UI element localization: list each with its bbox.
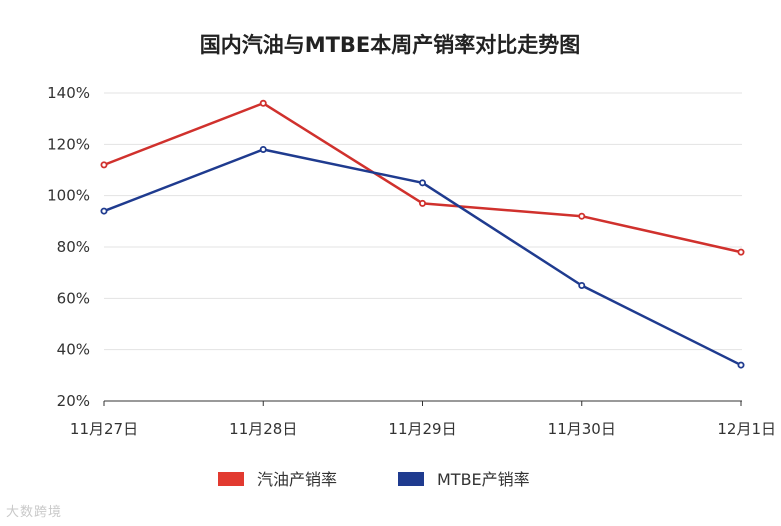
y-axis: 20% 40% 60% 80% 100% 120% 140% — [47, 84, 90, 410]
data-point[interactable] — [100, 161, 108, 169]
y-tick-label: 40% — [57, 341, 90, 359]
data-point[interactable] — [737, 361, 745, 369]
data-point[interactable] — [100, 207, 108, 215]
y-tick-label: 20% — [57, 392, 90, 410]
y-tick-label: 60% — [57, 289, 90, 307]
y-tick-label: 120% — [47, 135, 90, 153]
x-tick-label: 11月27日 — [70, 420, 138, 438]
y-tick-label: 140% — [47, 84, 90, 102]
y-tick-label: 100% — [47, 187, 90, 205]
legend: 汽油产销率 MTBE产销率 — [218, 470, 530, 489]
data-point[interactable] — [578, 281, 586, 289]
chart-title: 国内汽油与MTBE本周产销率对比走势图 — [200, 33, 581, 57]
data-point[interactable] — [259, 145, 267, 153]
y-tick-label: 80% — [57, 238, 90, 256]
x-axis: 11月27日 11月28日 11月29日 11月30日 12月1日 — [70, 400, 776, 438]
data-point[interactable] — [737, 248, 745, 256]
series-1 — [100, 145, 745, 369]
x-tick-label: 11月30日 — [548, 420, 616, 438]
grid — [104, 92, 742, 351]
x-tick-label: 12月1日 — [717, 420, 776, 438]
data-point[interactable] — [418, 179, 426, 187]
data-point[interactable] — [259, 99, 267, 107]
legend-item-mtbe[interactable]: MTBE产销率 — [398, 470, 530, 489]
legend-label-mtbe: MTBE产销率 — [437, 470, 530, 489]
legend-swatch-mtbe — [398, 472, 424, 486]
x-tick-label: 11月29日 — [388, 420, 456, 438]
legend-item-gasoline[interactable]: 汽油产销率 — [218, 470, 337, 489]
series — [100, 99, 745, 369]
x-tick-label: 11月28日 — [229, 420, 297, 438]
legend-swatch-gasoline — [218, 472, 244, 486]
legend-label-gasoline: 汽油产销率 — [257, 470, 337, 489]
data-point[interactable] — [578, 212, 586, 220]
series-line — [103, 102, 742, 254]
series-0 — [100, 99, 745, 256]
data-point[interactable] — [418, 199, 426, 207]
watermark: 大数跨境 — [6, 505, 63, 520]
